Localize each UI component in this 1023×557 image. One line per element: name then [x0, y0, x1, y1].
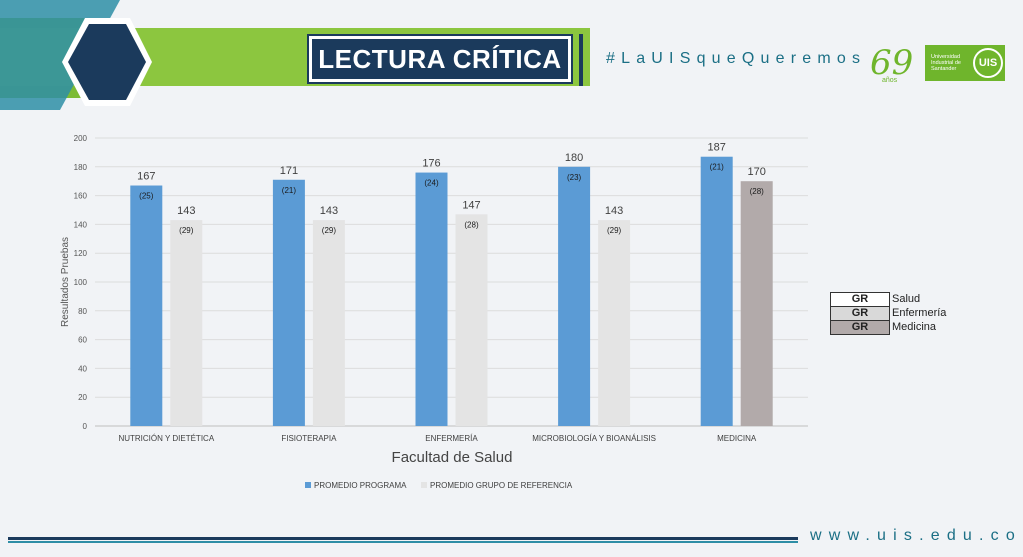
bar-referencia — [598, 220, 631, 426]
chart-legend: PROMEDIO PROGRAMA PROMEDIO GRUPO DE REFER… — [305, 481, 573, 490]
y-tick-label: 200 — [74, 134, 88, 143]
chart-bars — [130, 156, 773, 427]
x-tick-label: MEDICINA — [717, 434, 757, 443]
y-tick-label: 140 — [74, 220, 88, 229]
data-label-referencia: 147 — [462, 199, 480, 211]
y-tick-label: 40 — [78, 364, 87, 373]
uis-mark-icon: UIS — [973, 48, 1003, 78]
page-title: LECTURA CRÍTICA — [318, 43, 562, 74]
bar-programa — [558, 166, 591, 427]
title-divider — [579, 34, 583, 86]
data-label-programa: 167 — [137, 171, 155, 183]
legend-code: GR — [830, 292, 890, 307]
count-label-referencia: (28) — [750, 187, 765, 196]
data-label-referencia: 170 — [748, 166, 766, 178]
data-label-programa: 187 — [708, 142, 726, 154]
bar-programa — [272, 179, 305, 426]
count-label-programa: (21) — [282, 186, 297, 195]
reference-legend-row: GR Enfermería — [830, 306, 947, 321]
y-tick-label: 160 — [74, 192, 88, 201]
x-tick-label: MICROBIOLOGÍA Y BIOANÁLISIS — [532, 434, 656, 443]
legend-label: Enfermería — [892, 307, 947, 319]
anniversary-logo-icon: 69 años — [870, 43, 913, 84]
bar-programa — [415, 172, 448, 426]
hashtag-text: #LaUISqueQueremos — [606, 50, 867, 67]
data-label-referencia: 143 — [320, 205, 338, 217]
legend-swatch-referencia — [421, 482, 427, 488]
x-axis-label: Facultad de Salud — [392, 449, 513, 466]
count-label-referencia: (29) — [322, 226, 337, 235]
data-label-programa: 180 — [565, 152, 583, 164]
data-label-programa: 176 — [422, 158, 440, 170]
legend-code: GR — [830, 306, 890, 321]
legend-label-programa: PROMEDIO PROGRAMA — [314, 481, 407, 490]
legend-swatch-programa — [305, 482, 311, 488]
bar-referencia — [170, 220, 203, 426]
reference-legend-row: GR Medicina — [830, 320, 947, 335]
y-tick-label: 80 — [78, 307, 87, 316]
y-tick-label: 0 — [83, 422, 88, 431]
y-tick-label: 100 — [74, 278, 88, 287]
count-label-programa: (23) — [567, 173, 582, 182]
chart-grid — [95, 137, 808, 427]
y-axis-label: Resultados Pruebas — [60, 237, 71, 327]
data-label-programa: 171 — [280, 165, 298, 177]
count-label-programa: (21) — [710, 163, 725, 172]
y-tick-label: 60 — [78, 336, 87, 345]
count-label-referencia: (29) — [179, 226, 194, 235]
y-tick-label: 180 — [74, 163, 88, 172]
page-title-box: LECTURA CRÍTICA — [309, 36, 571, 82]
x-tick-label: NUTRICIÓN Y DIETÉTICA — [118, 434, 214, 443]
data-label-referencia: 143 — [177, 205, 195, 217]
bar-referencia — [455, 214, 488, 426]
bar-programa — [700, 156, 733, 426]
x-tick-label: ENFERMERÍA — [425, 434, 478, 443]
bar-referencia — [312, 220, 345, 426]
chart-labels: 167 143 (25) (29) NUTRICIÓN Y DIETÉTICA 171 14… — [118, 142, 765, 443]
legend-code: GR — [830, 320, 890, 335]
footer-line — [8, 537, 798, 540]
count-label-referencia: (29) — [607, 226, 622, 235]
data-label-referencia: 143 — [605, 205, 623, 217]
reference-legend-row: GR Salud — [830, 292, 947, 307]
university-logo: Universidad Industrial de Santander UIS — [925, 45, 1005, 81]
y-tick-label: 20 — [78, 393, 87, 402]
anniversary-word: años — [882, 77, 898, 84]
x-tick-label: FISIOTERAPIA — [281, 434, 337, 443]
y-axis-ticks: 0 20 40 60 80 100 120 140 160 180 200 — [74, 134, 88, 431]
legend-label: Medicina — [892, 321, 937, 333]
hexagon-decor-icon — [0, 0, 152, 110]
anniversary-number: 69 — [870, 43, 913, 83]
legend-label-referencia: PROMEDIO GRUPO DE REFERENCIA — [430, 481, 573, 490]
reference-legend: GR Salud GR Enfermería GR Medicina — [830, 292, 947, 335]
y-tick-label: 120 — [74, 249, 88, 258]
count-label-referencia: (28) — [464, 220, 479, 229]
footer-url: www.uis.edu.co — [810, 527, 1022, 544]
legend-label: Salud — [892, 293, 921, 305]
bar-referencia — [740, 181, 773, 426]
count-label-programa: (24) — [424, 179, 439, 188]
bar-programa — [130, 185, 163, 426]
university-name: Universidad Industrial de Santander — [931, 54, 961, 72]
count-label-programa: (25) — [139, 192, 154, 201]
footer-line-accent — [8, 541, 798, 543]
